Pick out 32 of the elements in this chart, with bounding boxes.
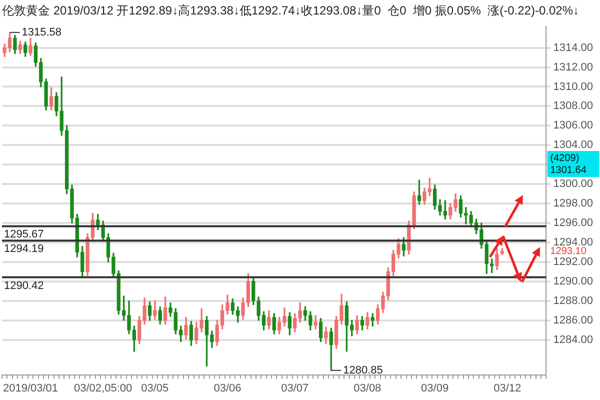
text: 1293.10 <box>550 246 587 257</box>
ref-line-label: 1295.67 <box>4 228 44 241</box>
x-tick-label: 03/09 <box>421 382 449 394</box>
y-tick-label: 1294.00 <box>553 236 594 248</box>
y-tick-label: 1304.00 <box>553 139 594 152</box>
x-tick-label: 03/12 <box>494 382 522 394</box>
annotation: 1315.58 <box>22 26 62 38</box>
x-tick-label: 03/06 <box>214 382 242 394</box>
x-tick-label: 03/02,05:00 <box>74 382 132 394</box>
annotation: 1280.85 <box>343 364 383 376</box>
x-tick-label: 03/08 <box>354 382 382 394</box>
y-tick-label: 1292.00 <box>553 256 594 268</box>
y-tick-label: 1306.00 <box>553 120 594 132</box>
y-tick-label: 1314.00 <box>553 42 594 54</box>
y-tick-label: 1300.00 <box>553 178 594 190</box>
y-tick-label: 1308.00 <box>553 100 594 112</box>
y-tick-label: 1284.00 <box>553 334 594 346</box>
chart-title: 伦敦黄金 2019/03/12 开1292.89↓高1293.38↓低1292.74↓收1293.08↓量0 仓0 增0 振0.05% 涨(-0.22)-0.02%↓ <box>2 4 579 18</box>
text: (4209) <box>550 152 580 164</box>
x-tick-label: 03/05 <box>141 382 169 394</box>
ref-line-label: 1290.42 <box>4 280 44 292</box>
ref-line-label: 1294.19 <box>4 243 44 256</box>
y-tick-label: 1290.00 <box>553 275 594 288</box>
y-tick-label: 1296.00 <box>553 217 594 230</box>
x-tick-label: 2019/03/01 <box>2 382 58 394</box>
y-tick-label: 1298.00 <box>553 198 594 210</box>
y-tick-label: 1288.00 <box>553 294 594 307</box>
y-tick-label: 1286.00 <box>553 314 594 326</box>
y-tick-label: 1312.00 <box>553 61 594 74</box>
y-tick-label: 1310.00 <box>553 80 594 93</box>
x-tick-label: 03/07 <box>281 382 309 394</box>
text: 1301.64 <box>550 164 587 176</box>
